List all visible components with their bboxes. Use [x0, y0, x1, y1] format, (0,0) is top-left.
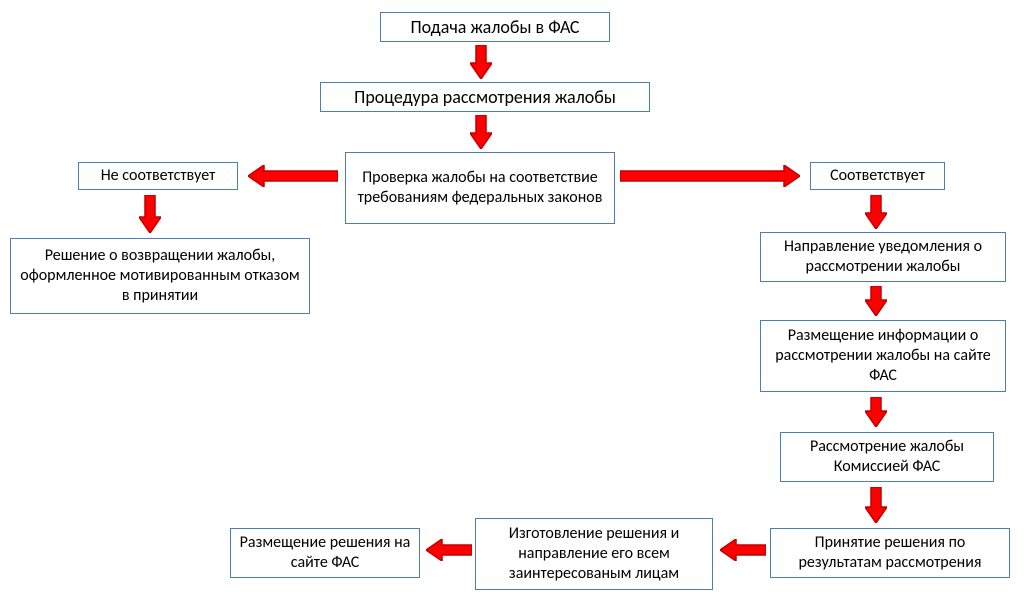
flow-node-n10: Принятие решения по результатам рассмотр…: [770, 528, 1010, 578]
flow-node-n12: Размещение решения на сайте ФАС: [230, 528, 420, 578]
flow-arrow-n3-n5: [620, 165, 800, 192]
flow-node-n5: Соответствует: [810, 162, 945, 190]
flow-arrow-n1-n2: [470, 45, 492, 84]
flow-node-n9: Рассмотрение жалобы Комиссией ФАС: [780, 432, 994, 482]
flow-node-n2: Процедура рассмотрения жалобы: [320, 82, 650, 112]
flow-arrow-n4-n6: [139, 195, 161, 238]
flow-arrow-n5-n7: [865, 195, 887, 234]
flow-arrow-n9-n10: [865, 487, 887, 528]
flow-arrow-n7-n8: [865, 286, 887, 321]
flow-node-n4: Не соответствует: [78, 162, 238, 190]
flow-node-n6: Решение о возвращении жалобы, оформленно…: [10, 238, 310, 314]
flow-arrow-n10-n11: [720, 539, 766, 566]
flow-arrow-n8-n9: [865, 397, 887, 432]
flow-node-n1: Подача жалобы в ФАС: [380, 12, 610, 42]
flow-arrow-n2-n3: [470, 115, 492, 154]
flow-node-n8: Размещение информации о рассмотрении жал…: [760, 320, 1006, 392]
flow-node-n7: Направление уведомления о рассмотрении ж…: [760, 232, 1006, 282]
flow-node-n11: Изготовление решения и направление его в…: [475, 518, 713, 590]
flow-arrow-n3-n4: [248, 165, 338, 192]
flow-arrow-n11-n12: [426, 539, 472, 566]
flow-node-n3: Проверка жалобы на соответствие требован…: [345, 152, 615, 224]
